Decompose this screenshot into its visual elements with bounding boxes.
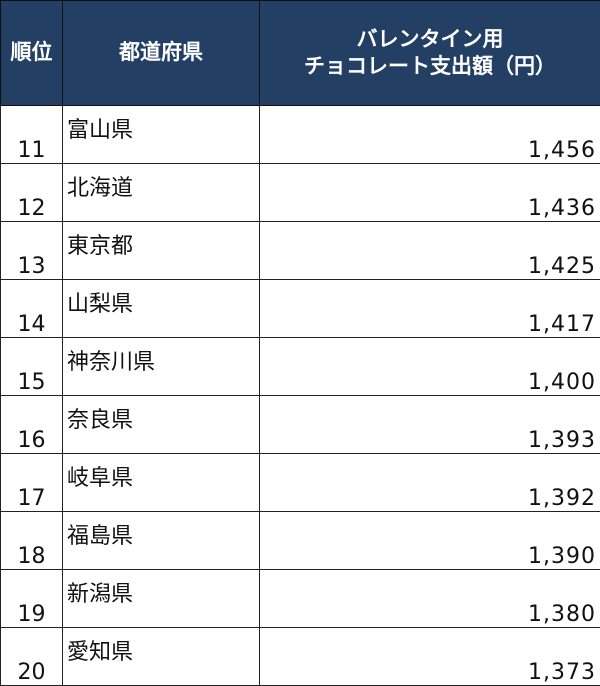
rank-cell: 17 <box>1 454 63 512</box>
pref-cell: 新潟県 <box>63 570 260 628</box>
pref-cell: 奈良県 <box>63 396 260 454</box>
rank-cell: 16 <box>1 396 63 454</box>
header-row: 順位 都道府県 バレンタイン用 チョコレート支出額（円） <box>1 1 600 106</box>
rank-cell: 18 <box>1 512 63 570</box>
val-cell: 1,425 <box>260 222 600 280</box>
pref-cell: 山梨県 <box>63 280 260 338</box>
rank-cell: 11 <box>1 106 63 164</box>
val-cell: 1,390 <box>260 512 600 570</box>
pref-cell: 東京都 <box>63 222 260 280</box>
pref-cell: 岐阜県 <box>63 454 260 512</box>
pref-cell: 富山県 <box>63 106 260 164</box>
rank-cell: 12 <box>1 164 63 222</box>
val-cell: 1,373 <box>260 628 600 686</box>
rank-cell: 15 <box>1 338 63 396</box>
pref-cell: 福島県 <box>63 512 260 570</box>
val-cell: 1,400 <box>260 338 600 396</box>
rank-cell: 13 <box>1 222 63 280</box>
header-amount: バレンタイン用 チョコレート支出額（円） <box>260 1 600 106</box>
val-cell: 1,417 <box>260 280 600 338</box>
rank-cell: 20 <box>1 628 63 686</box>
pref-cell: 神奈川県 <box>63 338 260 396</box>
val-cell: 1,393 <box>260 396 600 454</box>
val-cell: 1,380 <box>260 570 600 628</box>
header-prefecture: 都道府県 <box>63 1 260 106</box>
val-cell: 1,456 <box>260 106 600 164</box>
val-cell: 1,436 <box>260 164 600 222</box>
rank-cell: 14 <box>1 280 63 338</box>
header-amount-line1: バレンタイン用 <box>260 26 600 53</box>
val-cell: 1,392 <box>260 454 600 512</box>
header-amount-line2: チョコレート支出額（円） <box>260 53 600 80</box>
header-rank: 順位 <box>1 1 63 106</box>
rank-cell: 19 <box>1 570 63 628</box>
pref-cell: 愛知県 <box>63 628 260 686</box>
pref-cell: 北海道 <box>63 164 260 222</box>
